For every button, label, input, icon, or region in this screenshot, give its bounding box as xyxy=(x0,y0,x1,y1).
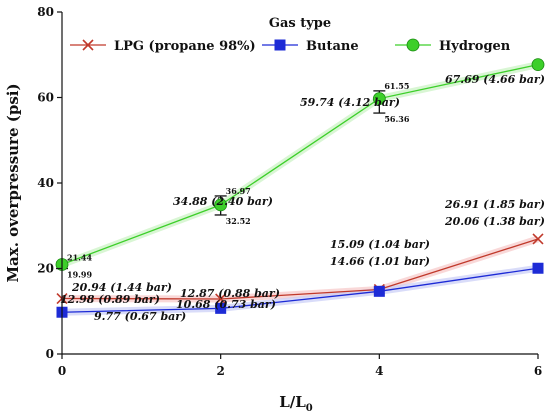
error-low-label-2: 56.36 xyxy=(384,114,409,124)
legend-marker-0-stroke-b xyxy=(82,39,94,51)
annotation-8: 14.66 (1.01 bar) xyxy=(330,255,430,268)
legend-label-2: Hydrogen xyxy=(439,39,511,54)
error-low-label-1: 32.52 xyxy=(226,216,251,226)
x-axis-title: L/L0 xyxy=(279,393,313,414)
data-annotations: 20.94 (1.44 bar)12.98 (0.89 bar) 9.77 (0.… xyxy=(60,73,545,323)
x-axis-title-subscript: 0 xyxy=(306,403,313,414)
annotation-0: 20.94 (1.44 bar) xyxy=(71,281,172,294)
legend-marker-0 xyxy=(82,39,94,51)
error-high-label-2: 61.55 xyxy=(384,81,409,91)
point-s1-3 xyxy=(532,262,544,274)
legend-label-1: Butane xyxy=(306,39,359,54)
error-high-label-0: 21.44 xyxy=(67,252,92,262)
point-s0-3-stroke-b xyxy=(532,233,544,245)
legend: Gas type LPG (propane 98%) Butane Hydrogen xyxy=(70,16,511,54)
series-line-1 xyxy=(61,267,539,313)
y-tick-label-1: 20 xyxy=(37,262,54,276)
x-tick-label-2: 4 xyxy=(375,364,383,378)
error-high-label-1: 36.97 xyxy=(226,186,251,196)
y-tick-label-4: 80 xyxy=(37,5,54,19)
series-line-0 xyxy=(61,238,539,300)
point-s2-3 xyxy=(531,58,545,72)
y-axis-title: Max. overpressure (psi) xyxy=(4,83,22,282)
annotation-10: 26.91 (1.85 bar) xyxy=(444,198,545,211)
annotation-3: 34.88 (2.40 bar) xyxy=(173,195,273,208)
point-s0-3 xyxy=(532,233,544,245)
error-low-label-0: 19.99 xyxy=(67,270,92,280)
point-s0-1 xyxy=(215,293,227,305)
series-markers xyxy=(55,58,545,318)
point-s1-1 xyxy=(215,302,227,314)
annotation-9: 67.69 (4.66 bar) xyxy=(445,73,545,86)
x-tick-label-0: 0 xyxy=(58,364,66,378)
series-lines xyxy=(61,63,539,313)
annotation-6: 59.74 (4.12 bar) xyxy=(300,96,400,109)
point-s2-2 xyxy=(372,92,386,106)
point-s0-1-stroke-b xyxy=(215,293,227,305)
y-tick-label-0: 0 xyxy=(46,347,54,361)
legend-title: Gas type xyxy=(269,16,331,31)
point-s1-2 xyxy=(373,285,385,297)
annotation-5: 10.68 (0.73 bar) xyxy=(176,298,276,311)
y-tick-label-2: 40 xyxy=(37,176,54,190)
legend-label-0: LPG (propane 98%) xyxy=(114,39,256,54)
annotation-11: 20.06 (1.38 bar) xyxy=(444,215,545,228)
annotation-2: 9.77 (0.67 bar) xyxy=(94,310,186,323)
y-tick-label-3: 60 xyxy=(37,91,54,105)
x-tick-label-3: 6 xyxy=(534,364,542,378)
series-line-2 xyxy=(61,63,539,266)
annotation-4: 12.87 (0.88 bar) xyxy=(180,287,280,300)
legend-marker-2 xyxy=(406,38,420,52)
x-tick-label-1: 2 xyxy=(216,364,224,378)
x-axis-title-main: L/L xyxy=(279,393,306,411)
legend-marker-1 xyxy=(274,39,286,51)
point-s2-1 xyxy=(214,198,228,212)
annotation-7: 15.09 (1.04 bar) xyxy=(330,238,430,251)
annotation-1: 12.98 (0.89 bar) xyxy=(60,293,160,306)
